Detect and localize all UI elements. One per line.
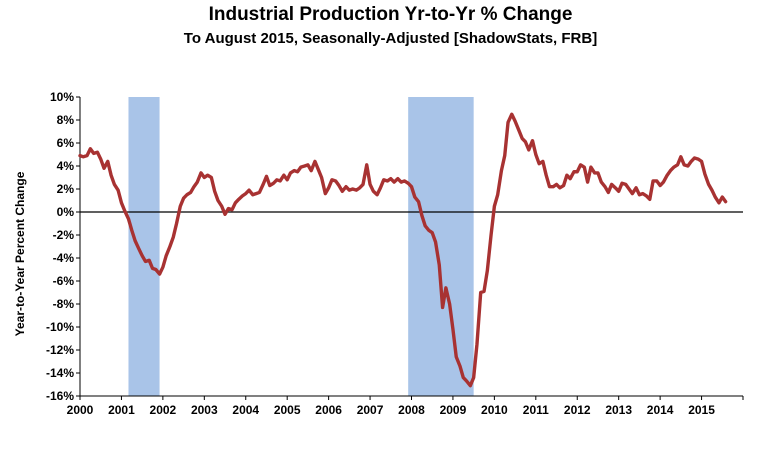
y-tick-label: -6% [53,274,75,288]
x-tick-label: 2008 [398,403,425,417]
recession-band-1 [128,97,160,396]
y-tick-label: -10% [46,320,74,334]
y-tick-label: 10% [50,90,74,104]
y-axis-title: Year-to-Year Percent Change [13,171,27,336]
y-tick-label: 8% [57,113,75,127]
x-tick-label: 2010 [481,403,508,417]
y-tick-label: 6% [57,136,75,150]
y-tick-label: 4% [57,159,75,173]
tick-labels: 10% 8% 6% 4% 2% 0% -2% -4% -6% -8% -10% -12% -14% -16… [46,90,715,417]
x-tick-label: 2011 [523,403,549,417]
x-tick-label: 2012 [564,403,591,417]
y-tick-label: -14% [46,366,74,380]
recession-bands [128,97,474,396]
x-tick-label: 2004 [232,403,259,417]
x-tick-label: 2002 [150,403,177,417]
x-tick-label: 2003 [191,403,218,417]
x-tick-label: 2006 [315,403,342,417]
x-tick-label: 2014 [647,403,674,417]
x-tick-label: 2001 [108,403,135,417]
series-line-group [78,112,728,388]
y-tick-label: -2% [53,228,75,242]
x-tick-label: 2013 [605,403,632,417]
x-tick-label: 2000 [67,403,94,417]
y-tick-label: -12% [46,343,74,357]
y-tick-label: -8% [53,297,75,311]
chart-title: Industrial Production Yr-to-Yr % Change [208,4,573,25]
y-tick-label: 2% [57,182,75,196]
y-tick-label: 0% [57,205,75,219]
recession-band-2 [408,97,474,396]
x-tick-label: 2005 [274,403,301,417]
x-tick-label: 2015 [688,403,715,417]
chart-subtitle: To August 2015, Seasonally-Adjusted [Sha… [183,30,598,47]
x-tick-label: 2009 [440,403,467,417]
series-line [78,112,728,388]
y-tick-label: -16% [46,389,74,403]
axes [76,96,744,400]
y-tick-label: -4% [53,251,75,265]
x-tick-label: 2007 [357,403,384,417]
